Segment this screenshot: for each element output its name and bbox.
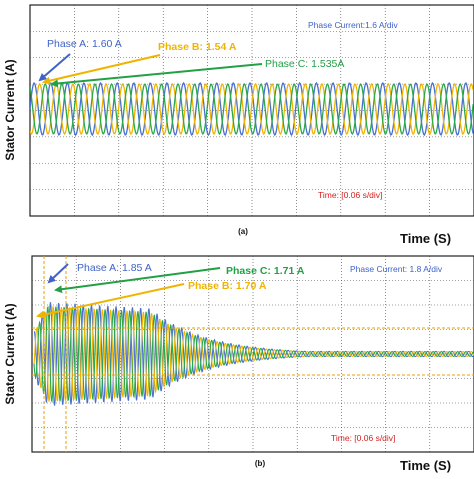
panel-b-waveforms	[33, 302, 474, 406]
panel-b: Phase A: 1.85 A Phase C: 1.71 A Phase B:…	[3, 255, 474, 473]
panel-a-annotation-phase-c: Phase C: 1.535A	[265, 58, 344, 70]
panel-b-annotation-phase-c: Phase C: 1.71 A	[226, 265, 305, 277]
panel-a-annotation-phase-b: Phase B: 1.54 A	[158, 41, 237, 53]
panel-a-waveforms	[30, 81, 474, 137]
panel-b-arrow-phase-b	[36, 283, 185, 319]
panel-a-arrow-phase-c	[50, 63, 263, 88]
panel-b-annotation-phase-b: Phase B: 1.70 A	[188, 280, 267, 292]
panel-a-xlabel: Time (S)	[400, 231, 451, 246]
panel-a-time-text: Time: [0.06 s/div]	[318, 190, 382, 200]
panel-a-series-line-phase-a	[30, 81, 474, 137]
panel-b-label: (b)	[255, 459, 266, 468]
panel-a-scale-text: Phase Current:1.6 A/div	[308, 20, 399, 30]
panel-b-time-text: Time: [0.06 s/div]	[331, 433, 395, 443]
panel-a-series-line-phase-c	[30, 83, 474, 135]
panel-a-annotation-phase-a: Phase A: 1.60 A	[47, 38, 122, 50]
panel-b-series-line-phase-c	[33, 305, 474, 404]
panel-b-arrow-phase-c	[54, 267, 221, 294]
panel-b-xlabel: Time (S)	[400, 458, 451, 473]
panel-b-arrow-phase-a	[47, 263, 69, 284]
panel-a: Phase Current:1.6 A/div Phase A: 1.60 A …	[3, 4, 474, 246]
panel-a-arrow-phase-b	[42, 54, 161, 85]
panel-b-ylabel: Stator Current (A)	[3, 303, 17, 404]
panel-a-arrow-phase-a	[38, 53, 71, 82]
panel-a-ylabel: Stator Current (A)	[3, 59, 17, 160]
panel-b-annotation-phase-a: Phase A: 1.85 A	[77, 262, 152, 274]
panel-b-series-line-phase-b	[33, 305, 474, 402]
panel-b-scale-text: Phase Current: 1.8 A/div	[350, 264, 443, 274]
panel-a-label: (a)	[238, 227, 248, 236]
